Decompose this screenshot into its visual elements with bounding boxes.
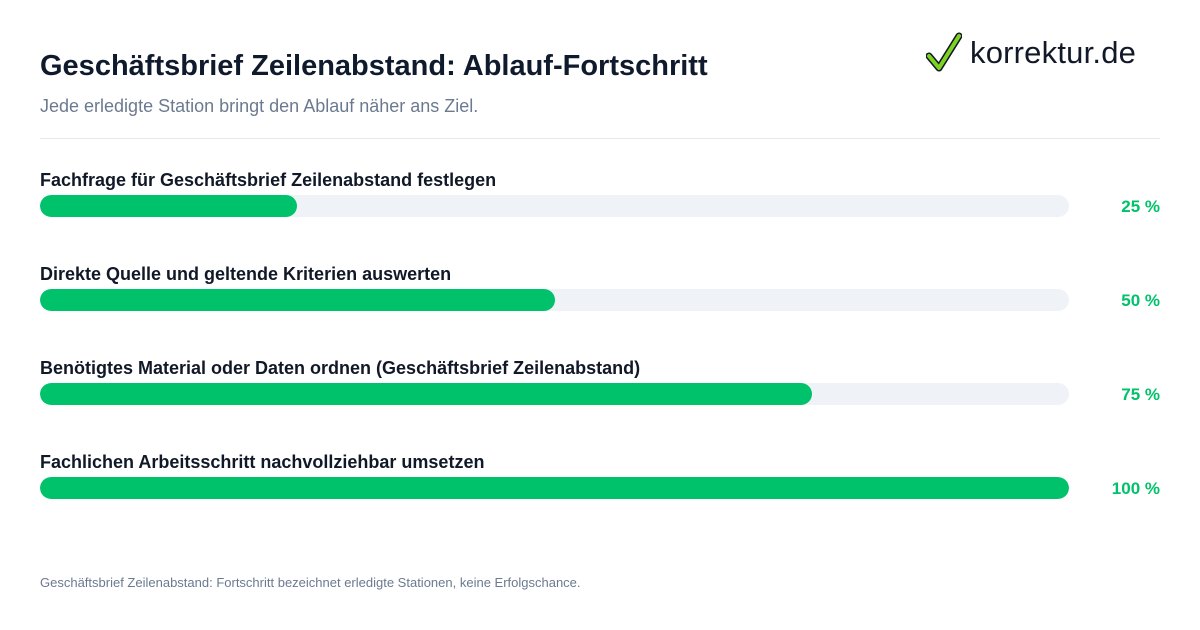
progress-row: Benötigtes Material oder Daten ordnen (G… — [40, 358, 1160, 418]
progress-percent-label: 100 % — [1111, 479, 1160, 498]
page-title: Geschäftsbrief Zeilenabstand: Ablauf-For… — [40, 50, 708, 82]
footnote: Geschäftsbrief Zeilenabstand: Fortschrit… — [40, 575, 581, 590]
progress-track — [40, 383, 1069, 405]
progress-bar-fill — [40, 195, 297, 217]
progress-percent-label: 50 % — [1121, 291, 1160, 310]
progress-row: Fachlichen Arbeitsschritt nachvollziehba… — [40, 452, 1160, 512]
progress-row-label: Fachfrage für Geschäftsbrief Zeilenabsta… — [40, 170, 497, 190]
progress-bar-fill — [40, 289, 555, 311]
progress-row-label: Benötigtes Material oder Daten ordnen (G… — [40, 358, 641, 378]
progress-percent-label: 25 % — [1121, 197, 1160, 216]
header-divider — [40, 138, 1160, 139]
logo-text: korrektur.de — [970, 35, 1137, 70]
progress-track — [40, 289, 1069, 311]
page-subtitle: Jede erledigte Station bringt den Ablauf… — [40, 96, 479, 116]
progress-percent-label: 75 % — [1121, 385, 1160, 404]
progress-row-label: Direkte Quelle und geltende Kriterien au… — [40, 264, 452, 284]
progress-bar-fill — [40, 383, 812, 405]
progress-row: Direkte Quelle und geltende Kriterien au… — [40, 264, 1160, 324]
progress-row-label: Fachlichen Arbeitsschritt nachvollziehba… — [40, 452, 485, 472]
checkmark-icon — [926, 32, 962, 72]
brand-logo[interactable]: korrektur.de — [926, 30, 1136, 76]
progress-bar-fill — [40, 477, 1069, 499]
progress-row: Fachfrage für Geschäftsbrief Zeilenabsta… — [40, 170, 1160, 230]
progress-track — [40, 477, 1069, 499]
progress-track — [40, 195, 1069, 217]
